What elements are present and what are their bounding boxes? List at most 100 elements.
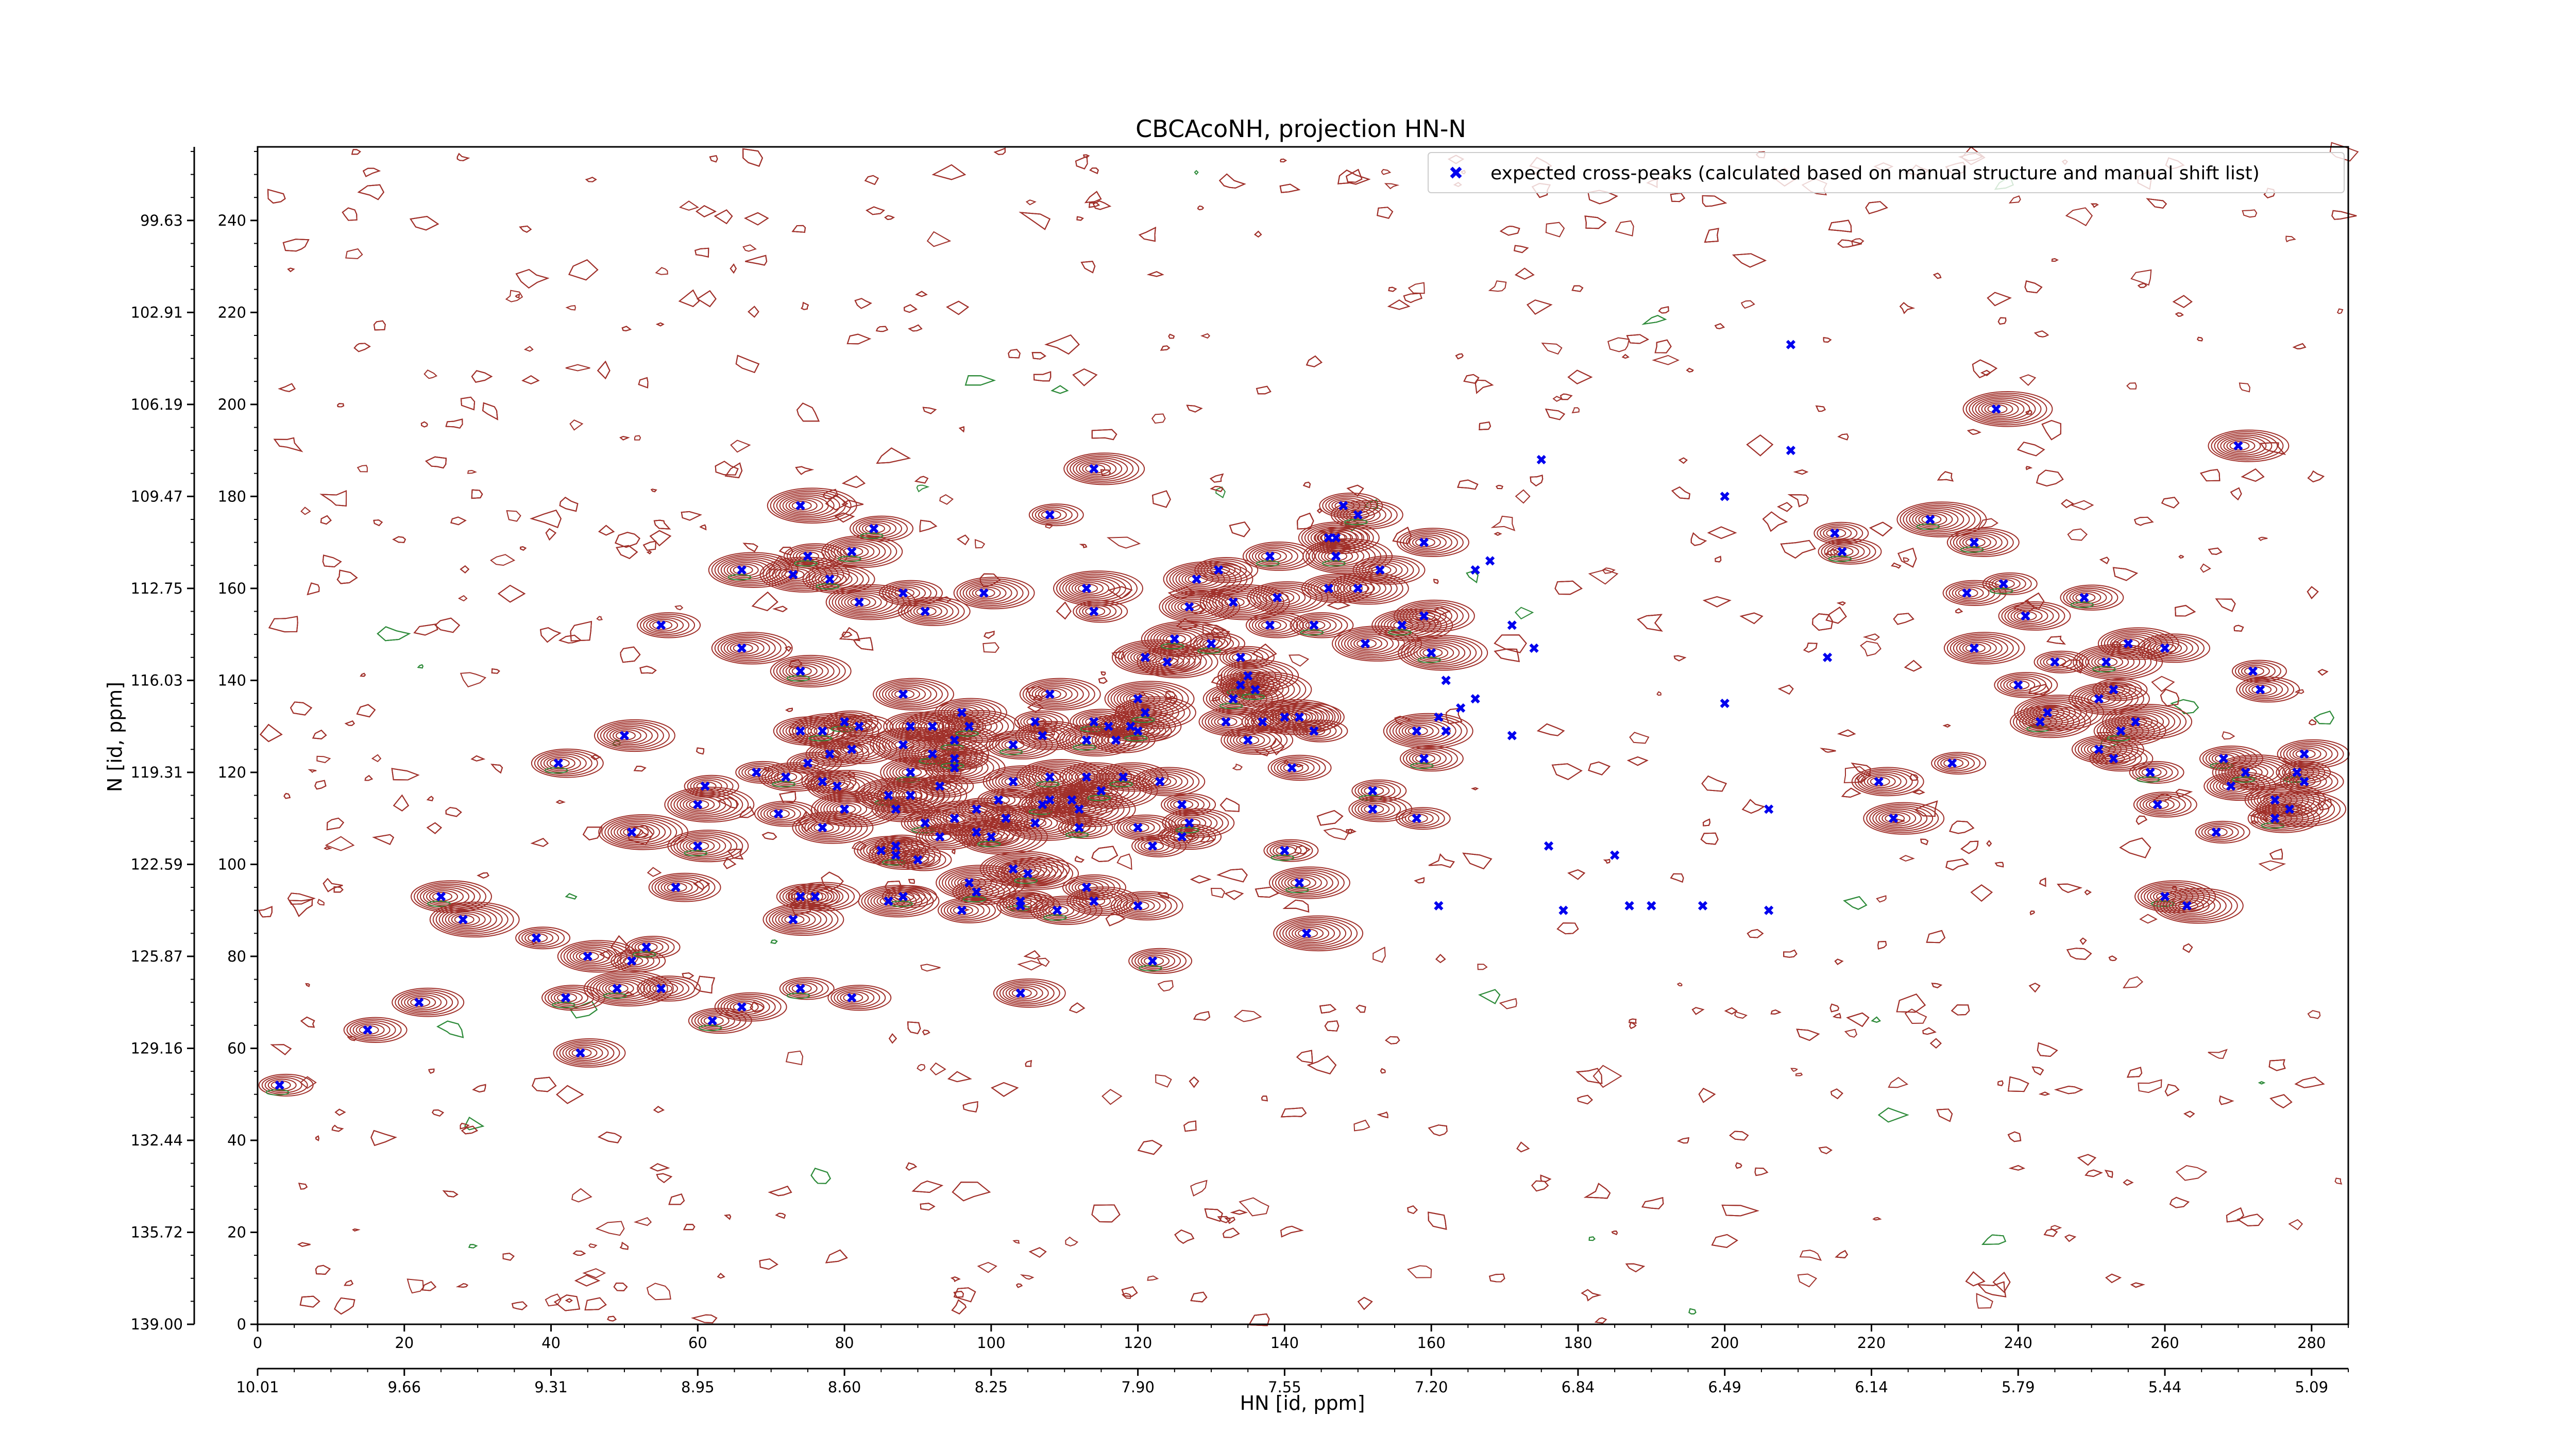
peak-contour	[2040, 654, 2078, 670]
noise-contour	[864, 175, 879, 186]
negative-contour	[1285, 887, 1309, 894]
peak-contour	[1268, 593, 1289, 602]
noise-contour	[993, 147, 1006, 155]
peak-contour	[840, 545, 869, 558]
peak-contour	[1359, 559, 1414, 582]
noise-contour	[2161, 497, 2180, 509]
noise-contour	[908, 879, 915, 884]
peak-contour	[1076, 891, 1123, 911]
noise-contour	[1656, 691, 1662, 696]
noise-contour	[1676, 982, 1683, 987]
peak-contour	[1313, 530, 1351, 546]
noise-contour	[1592, 1065, 1622, 1088]
y-axis-label: N [id, ppm]	[104, 682, 126, 792]
noise-contour	[471, 489, 483, 499]
noise-contour	[825, 1249, 848, 1263]
peak-contour	[2129, 761, 2184, 784]
cross-peak-marker	[1947, 758, 1957, 768]
peak-contour	[1026, 818, 1047, 828]
peak-contour	[798, 814, 862, 841]
peak-contour	[774, 770, 803, 784]
noise-contour	[2039, 878, 2046, 887]
noise-contour	[1594, 1317, 1607, 1324]
noise-contour	[1871, 1016, 1881, 1023]
noise-contour	[1324, 1020, 1340, 1032]
peak-contour	[1965, 643, 1986, 653]
peak-contour	[1144, 956, 1164, 966]
noise-contour	[1193, 1011, 1211, 1021]
peak-contour	[1079, 603, 1117, 620]
cross-peak-marker	[641, 942, 651, 952]
peak-contour	[993, 978, 1066, 1008]
peak-contour	[429, 890, 458, 903]
peak-contour	[894, 588, 914, 598]
peak-contour	[1210, 565, 1230, 575]
x-tick-label: 160	[1417, 1334, 1445, 1352]
noise-contour	[334, 1108, 346, 1116]
noise-contour	[1700, 832, 1719, 845]
noise-contour	[682, 972, 694, 980]
noise-contour	[1072, 368, 1098, 386]
peak-contour	[1278, 871, 1333, 895]
noise-contour	[1844, 1029, 1858, 1038]
peak-contour	[442, 908, 497, 931]
cross-peak-marker	[1331, 551, 1341, 561]
peak-contour	[562, 1043, 609, 1063]
peak-contour	[999, 982, 1055, 1005]
x-tick-label: 280	[2297, 1334, 2326, 1352]
noise-contour	[2104, 1170, 2113, 1178]
noise-contour	[352, 1228, 361, 1232]
peak-contour	[1896, 501, 1987, 537]
noise-contour	[2037, 1042, 2058, 1057]
noise-contour	[1091, 429, 1117, 441]
noise-contour	[2160, 688, 2179, 706]
noise-contour	[1089, 167, 1099, 174]
noise-contour	[324, 846, 332, 850]
peak-contour	[1062, 764, 1126, 790]
peak-contour	[833, 802, 862, 816]
noise-contour	[1346, 169, 1363, 183]
x-ppm-tick-label: 8.25	[975, 1378, 1008, 1396]
noise-contour	[333, 886, 344, 893]
noise-contour	[1494, 648, 1520, 662]
noise-contour	[2090, 203, 2099, 208]
peak-contour	[2074, 736, 2139, 763]
peak-contour	[942, 712, 1015, 741]
peak-contour	[2244, 666, 2264, 676]
noise-contour	[460, 672, 487, 687]
cross-peak-marker	[854, 721, 864, 731]
negative-contour	[1073, 744, 1096, 751]
peak-contour	[834, 739, 880, 760]
peak-contour	[528, 933, 548, 943]
peak-contour	[1946, 528, 2020, 557]
peak-contour	[1325, 496, 1372, 516]
noise-contour	[1353, 1119, 1370, 1132]
peak-contour	[1251, 699, 1342, 735]
noise-contour	[1160, 345, 1171, 351]
peak-contour	[1041, 772, 1061, 782]
noise-contour	[653, 519, 671, 530]
cross-peak-marker	[2109, 685, 2119, 695]
noise-contour	[1499, 998, 1517, 1009]
noise-contour	[2182, 943, 2193, 953]
noise-contour	[2016, 442, 2045, 457]
noise-contour	[1435, 954, 1446, 964]
peak-contour	[1346, 582, 1375, 595]
peak-contour	[1078, 583, 1098, 594]
peak-contour	[575, 950, 605, 963]
cross-peak-marker	[1324, 583, 1333, 593]
cross-peak-marker	[2013, 680, 2023, 690]
plot-frame	[257, 146, 2349, 1325]
peak-contour	[730, 563, 759, 577]
noise-contour	[1515, 489, 1531, 504]
noise-contour	[574, 1274, 601, 1287]
y-ppm-tick-label: 109.47	[131, 487, 183, 505]
cross-peak-marker	[1338, 501, 1348, 511]
peak-contour	[2295, 777, 2316, 787]
peak-contour	[913, 605, 942, 618]
noise-contour	[915, 291, 928, 297]
noise-contour	[1222, 1227, 1240, 1238]
peak-contour	[1988, 576, 2026, 592]
noise-contour	[539, 627, 562, 643]
peak-contour	[847, 720, 876, 733]
